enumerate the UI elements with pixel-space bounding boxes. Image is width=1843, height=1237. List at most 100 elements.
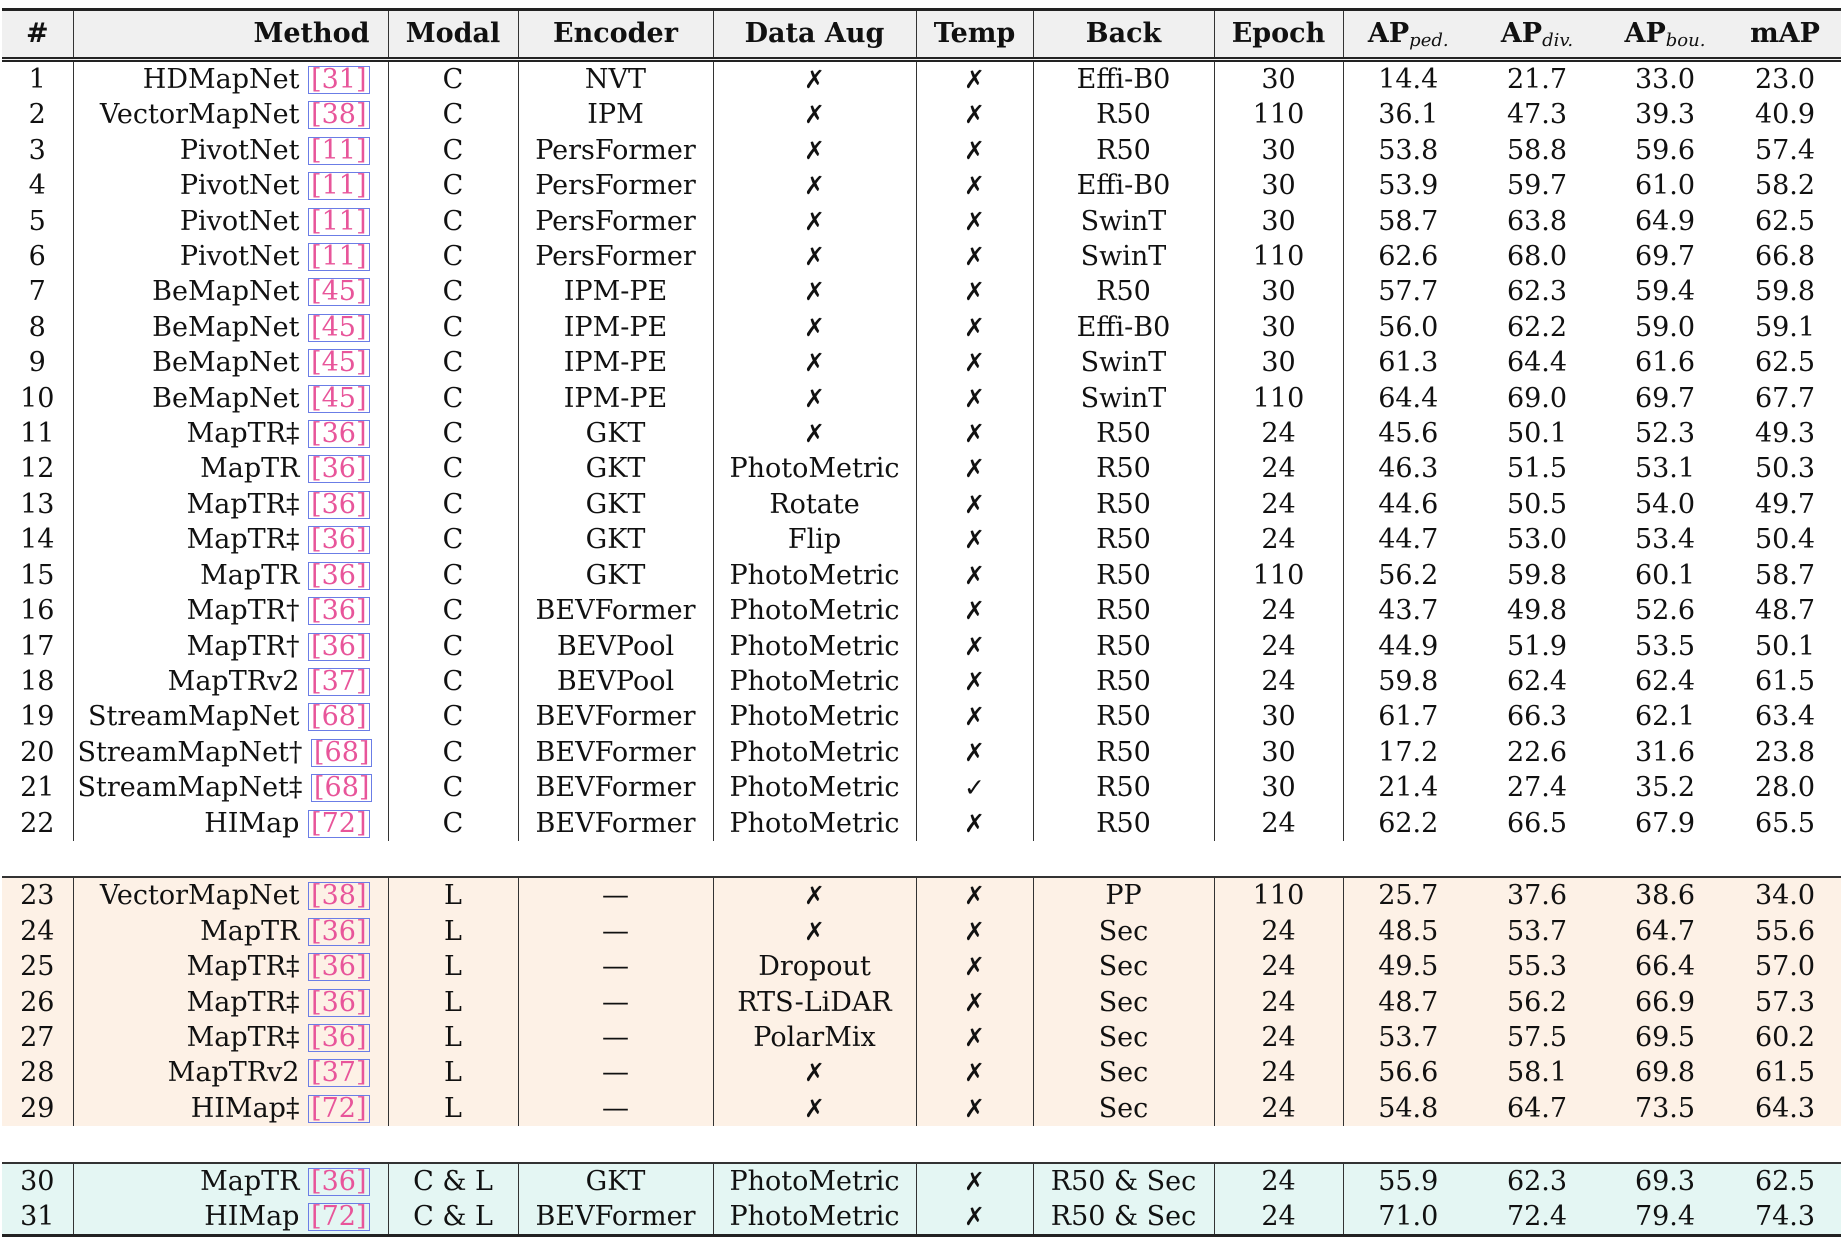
cell-value: 53.7 [1506,915,1568,947]
citation-link[interactable]: [11] [308,243,370,272]
cell-value: 55.6 [1754,915,1816,947]
cell-encoder: BEVFormer [517,699,713,735]
citation-link[interactable]: [11] [308,207,370,236]
citation-link[interactable]: [38] [308,101,370,130]
citation-link[interactable]: [11] [308,172,370,201]
cell-ap-ped: 56.0 [1342,309,1473,346]
table-row: 11 MapTR‡ [36] C GKT ✗ ✗ R50 24 45.6 50.1 52.3 49.3 [2,416,1841,452]
cell-method: HDMapNet [31] [72,59,388,98]
header-data-aug: Data Aug [712,8,916,62]
cell-ap-ped: 61.7 [1342,699,1473,735]
cell-value: 110 [1252,241,1305,273]
citation-link[interactable]: [37] [308,1059,370,1088]
citation-link[interactable]: [36] [308,526,370,555]
cell-temp: ✗ [915,309,1033,346]
cell-map: 62.5 [1729,1161,1841,1199]
cell-back: R50 [1032,699,1214,735]
cell-value: 16 [20,595,55,627]
citation-link[interactable]: [45] [308,349,370,378]
cell-value: 66.8 [1754,241,1816,273]
cell-index: 9 [2,345,73,380]
cell-value: 79.4 [1634,1200,1696,1232]
cell-ap-div: 21.7 [1473,60,1601,98]
header-label: Epoch [1231,18,1326,49]
header-label: Modal [405,18,501,49]
cell-index: 2 [2,97,73,132]
cell-data-aug: ✗ [712,876,916,914]
table-row: 27 MapTR‡ [36] L — PolarMix ✗ Sec 24 53.7 57.5 69.… [2,1019,1841,1056]
cell-value: C [442,64,464,95]
citation-link[interactable]: [72] [308,809,370,838]
cell-data-aug: ✗ [712,380,916,417]
cell-modal: C [387,239,518,275]
citation-link[interactable]: [72] [308,1094,370,1123]
citation-link[interactable]: [36] [308,597,370,626]
citation-link[interactable]: [68] [311,738,373,767]
citation-link[interactable]: [36] [308,1167,370,1196]
cell-epoch: 110 [1213,876,1343,914]
cell-index: 25 [2,949,73,985]
citation-link[interactable]: [36] [308,455,370,484]
cell-temp: ✗ [915,274,1033,310]
cell-value: 61.7 [1378,701,1439,733]
method-name: HIMap‡ [190,1092,300,1124]
cell-value: 56.6 [1378,1057,1439,1089]
citation-link[interactable]: [37] [308,667,370,696]
cell-modal: L [387,1090,518,1127]
citation-link[interactable]: [36] [308,632,370,661]
table-row: 30 MapTR [36] C & L GKT PhotoMetric ✗ R50 & Se… [2,1161,1841,1199]
cell-value: 49.7 [1754,488,1816,520]
citation-link[interactable]: [36] [308,420,370,449]
cell-data-aug: PhotoMetric [712,805,916,841]
cell-value: C [442,807,464,839]
citation-link[interactable]: [36] [308,561,370,590]
cell-temp: ✗ [915,132,1033,169]
citation-link[interactable]: [36] [308,953,370,982]
cell-epoch: 24 [1213,486,1343,523]
cross-mark-icon: ✗ [964,419,985,449]
cell-value: R50 [1096,559,1151,591]
cell-value: 11 [20,418,55,450]
cell-value: 6 [28,241,46,273]
citation-link[interactable]: [36] [308,988,370,1017]
cell-ap-ped: 56.6 [1342,1055,1473,1091]
citation-link[interactable]: [36] [308,917,370,946]
cell-temp: ✗ [915,949,1033,985]
cell-map: 64.3 [1729,1090,1841,1127]
cell-value: 62.4 [1634,665,1696,697]
citation-link[interactable]: [68] [308,703,370,732]
cell-method: MapTR [36] [72,913,388,950]
cell-value: C [442,524,464,556]
cell-back: Sec [1032,1055,1214,1091]
cell-value: 57.7 [1378,276,1439,308]
cross-mark-icon: ✗ [964,135,985,165]
cell-ap-div: 49.8 [1473,593,1601,628]
cell-encoder: BEVFormer [517,1198,713,1237]
cell-value: 30 [1261,170,1296,202]
cell-back: R50 [1032,451,1214,487]
cell-data-aug: ✗ [712,168,916,204]
cell-ap-ped: 53.7 [1342,1019,1473,1056]
cell-value: 60.2 [1754,1021,1816,1053]
citation-link[interactable]: [36] [308,490,370,519]
cell-index: 11 [2,416,73,451]
cell-value: 65.5 [1754,807,1816,839]
cell-ap-ped: 36.1 [1342,97,1473,133]
cell-epoch: 30 [1213,274,1343,310]
table-row: 18 MapTRv2 [37] C BEVPool PhotoMetric ✗ R50 24 5… [2,663,1841,700]
citation-link[interactable]: [11] [308,136,370,165]
cross-mark-icon: ✗ [804,135,825,165]
citation-link[interactable]: [38] [308,882,370,911]
citation-link[interactable]: [45] [308,278,370,307]
cell-ap-ped: 14.4 [1342,59,1473,98]
cell-ap-ped: 25.7 [1342,876,1473,914]
citation-link[interactable]: [72] [308,1202,370,1231]
citation-link[interactable]: [31] [308,66,370,94]
citation-link[interactable]: [45] [308,384,370,413]
citation-link[interactable]: [36] [308,1023,370,1052]
cell-value: 110 [1252,382,1305,414]
citation-link[interactable]: [68] [311,774,373,803]
cell-value: 51.5 [1506,453,1568,485]
cell-method: BeMapNet [45] [72,380,388,417]
citation-link[interactable]: [45] [308,313,370,342]
